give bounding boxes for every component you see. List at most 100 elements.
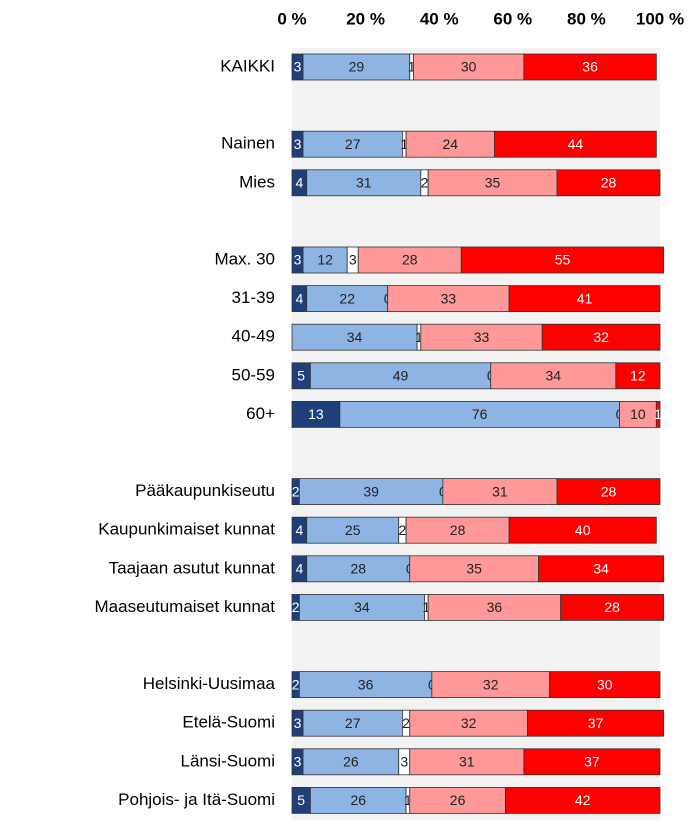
- bar-segment: [556, 169, 661, 197]
- data-label: 25: [345, 522, 361, 538]
- data-label: 40: [575, 522, 591, 538]
- data-label: 55: [555, 252, 571, 268]
- bar-segment: [619, 400, 657, 428]
- category-label: 40-49: [232, 327, 275, 346]
- data-label: 2: [292, 676, 300, 692]
- data-label: 30: [461, 59, 477, 75]
- bar-segment: [460, 246, 665, 274]
- data-label: 4: [295, 561, 303, 577]
- x-tick-label: 80 %: [567, 9, 606, 28]
- category-label: 31-39: [232, 288, 275, 307]
- bar-segment: [357, 246, 462, 274]
- bar-segment: [493, 130, 657, 158]
- bar-segment: [306, 169, 422, 197]
- bar-segment: [538, 555, 665, 583]
- data-label: 41: [577, 290, 593, 306]
- data-label: 24: [442, 136, 458, 152]
- data-label: 28: [601, 175, 617, 191]
- category-label: Nainen: [221, 134, 275, 153]
- data-label: 32: [483, 676, 499, 692]
- bar-segment: [560, 594, 665, 621]
- bar-segment: [409, 709, 528, 737]
- data-label: 3: [294, 59, 302, 75]
- data-label: 3: [294, 715, 302, 731]
- data-label: 36: [487, 599, 503, 615]
- data-label: 29: [349, 59, 365, 75]
- category-label: Länsi-Suomi: [181, 751, 276, 770]
- data-label: 12: [630, 368, 646, 384]
- bar-segment: [549, 671, 661, 698]
- data-label: 2: [421, 175, 429, 191]
- data-label: 28: [350, 561, 366, 577]
- data-label: 2: [292, 483, 300, 499]
- data-label: 32: [461, 715, 477, 731]
- category-label: Taajaan asutut kunnat: [109, 558, 276, 577]
- category-label: Helsinki-Uusimaa: [143, 674, 276, 693]
- data-label: 5: [297, 368, 305, 384]
- bar-segment: [302, 709, 403, 737]
- bar-segment: [655, 400, 661, 428]
- bar-segment: [291, 400, 341, 428]
- bar-segment: [523, 53, 657, 81]
- data-label: 31: [492, 483, 508, 499]
- data-label: 30: [597, 676, 613, 692]
- data-label: 34: [545, 368, 561, 384]
- data-label: 1: [408, 59, 416, 75]
- category-label: Mies: [239, 172, 275, 191]
- bar-segment: [309, 787, 407, 814]
- data-label: 49: [393, 368, 409, 384]
- data-label: 26: [350, 792, 366, 808]
- data-label: 26: [450, 792, 466, 808]
- data-label: 2: [399, 522, 407, 538]
- data-label: 12: [317, 252, 333, 268]
- bar-segment: [306, 285, 389, 313]
- data-label: 44: [568, 136, 584, 152]
- data-label: 34: [347, 329, 363, 345]
- bar-segment: [508, 516, 657, 544]
- category-label: 50-59: [232, 365, 275, 384]
- data-label: 1: [400, 136, 408, 152]
- x-tick-label: 60 %: [493, 9, 532, 28]
- bar-segment: [508, 285, 661, 313]
- data-label: 2: [292, 599, 300, 615]
- data-label: 34: [593, 561, 609, 577]
- bar-segment: [615, 362, 661, 390]
- data-label: 32: [593, 329, 609, 345]
- bar-segment: [309, 362, 492, 390]
- category-label: Maaseutumaiset kunnat: [95, 597, 276, 616]
- data-label: 4: [295, 175, 303, 191]
- data-label: 13: [308, 406, 324, 422]
- data-label: 33: [474, 329, 490, 345]
- bar-segment: [298, 478, 444, 506]
- data-label: 3: [349, 252, 357, 268]
- category-label: Etelä-Suomi: [182, 713, 275, 732]
- data-label: 3: [400, 754, 408, 770]
- data-label: 36: [358, 676, 374, 692]
- bar-segment: [523, 748, 661, 776]
- bar-segment: [490, 362, 617, 390]
- bar-segment: [556, 478, 661, 506]
- bar-segment: [405, 130, 495, 158]
- data-label: 22: [339, 290, 355, 306]
- data-label: 1: [415, 329, 423, 345]
- category-label: Pohjois- ja Itä-Suomi: [118, 790, 275, 809]
- plot-background: [292, 47, 660, 820]
- data-label: 27: [345, 136, 361, 152]
- data-label: 3: [294, 136, 302, 152]
- bar-segment: [409, 748, 525, 776]
- category-label: Max. 30: [215, 249, 275, 268]
- bar-segment: [420, 323, 543, 351]
- category-label: Pääkaupunkiseutu: [135, 481, 275, 500]
- data-label: 1: [404, 792, 412, 808]
- bar-segment: [405, 516, 510, 544]
- data-label: 1: [422, 599, 430, 615]
- data-label: 26: [343, 754, 359, 770]
- x-tick-label: 0 %: [277, 9, 306, 28]
- data-label: 33: [441, 290, 457, 306]
- data-label: 36: [582, 59, 598, 75]
- data-label: 28: [402, 252, 418, 268]
- bar-segment: [298, 671, 433, 698]
- data-label: 3: [294, 252, 302, 268]
- data-label: 31: [459, 754, 475, 770]
- bar-segment: [431, 671, 550, 698]
